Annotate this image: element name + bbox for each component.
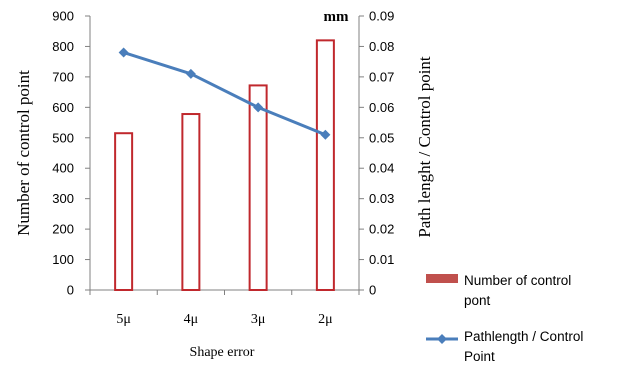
right-tick-label: 0.02 (369, 222, 394, 237)
left-tick-label: 700 (52, 69, 74, 84)
legend-bar-swatch (426, 274, 458, 283)
x-tick-label: 2μ (318, 312, 333, 327)
bar (114, 132, 134, 291)
legend-line-marker (437, 334, 447, 344)
x-tick-label: 4μ (184, 312, 199, 327)
right-axis-unit: mm (324, 9, 349, 25)
right-tick-label: 0.01 (369, 252, 394, 267)
left-tick-label: 900 (52, 9, 74, 24)
left-tick-label: 300 (52, 191, 74, 206)
right-axis-title: Path lenght / Control point (415, 56, 434, 238)
bar (248, 84, 268, 291)
line-point (118, 47, 129, 58)
line-point (253, 102, 264, 113)
right-tick-label: 0.09 (369, 9, 394, 24)
legend-line-label-line2: Point (464, 349, 495, 364)
legend-bar-label-line1: Number of control (464, 273, 571, 288)
right-tick-label: 0.03 (369, 191, 394, 206)
bar (181, 113, 201, 291)
legend: Number of control pont Pathlength / Cont… (426, 273, 583, 364)
right-tick-label: 0.06 (369, 100, 394, 115)
line-series (118, 47, 331, 140)
x-tick-label: 5μ (116, 312, 131, 327)
right-tick-label: 0 (369, 283, 376, 298)
left-axis-title: Number of control point (14, 70, 33, 236)
series-line (123, 51, 326, 137)
right-axis-ticks: 0 0.01 0.02 0.03 0.04 0.05 0.06 0.07 0.08 0.09 (359, 9, 394, 298)
right-tick-label: 0.04 (369, 161, 394, 176)
right-tick-label: 0.05 (369, 130, 394, 145)
right-tick-label: 0.08 (369, 39, 394, 54)
right-tick-label: 0.07 (369, 69, 394, 84)
line-point (185, 68, 196, 79)
left-tick-label: 0 (67, 283, 74, 298)
left-tick-label: 600 (52, 100, 74, 115)
bar-series (114, 39, 335, 291)
left-tick-label: 800 (52, 39, 74, 54)
left-tick-label: 400 (52, 161, 74, 176)
left-tick-label: 100 (52, 252, 74, 267)
x-tick-label: 3μ (251, 312, 266, 327)
x-axis-ticks: 5μ 4μ 3μ 2μ (89, 290, 360, 327)
line-point (320, 129, 331, 140)
legend-bar-label-line2: pont (464, 293, 491, 308)
x-axis-title: Shape error (190, 345, 255, 360)
left-tick-label: 500 (52, 130, 74, 145)
left-tick-label: 200 (52, 222, 74, 237)
legend-line-label-line1: Pathlength / Control (464, 329, 583, 344)
bar (315, 39, 335, 291)
left-axis-ticks: 0 100 200 300 400 500 600 700 800 900 (52, 9, 90, 298)
